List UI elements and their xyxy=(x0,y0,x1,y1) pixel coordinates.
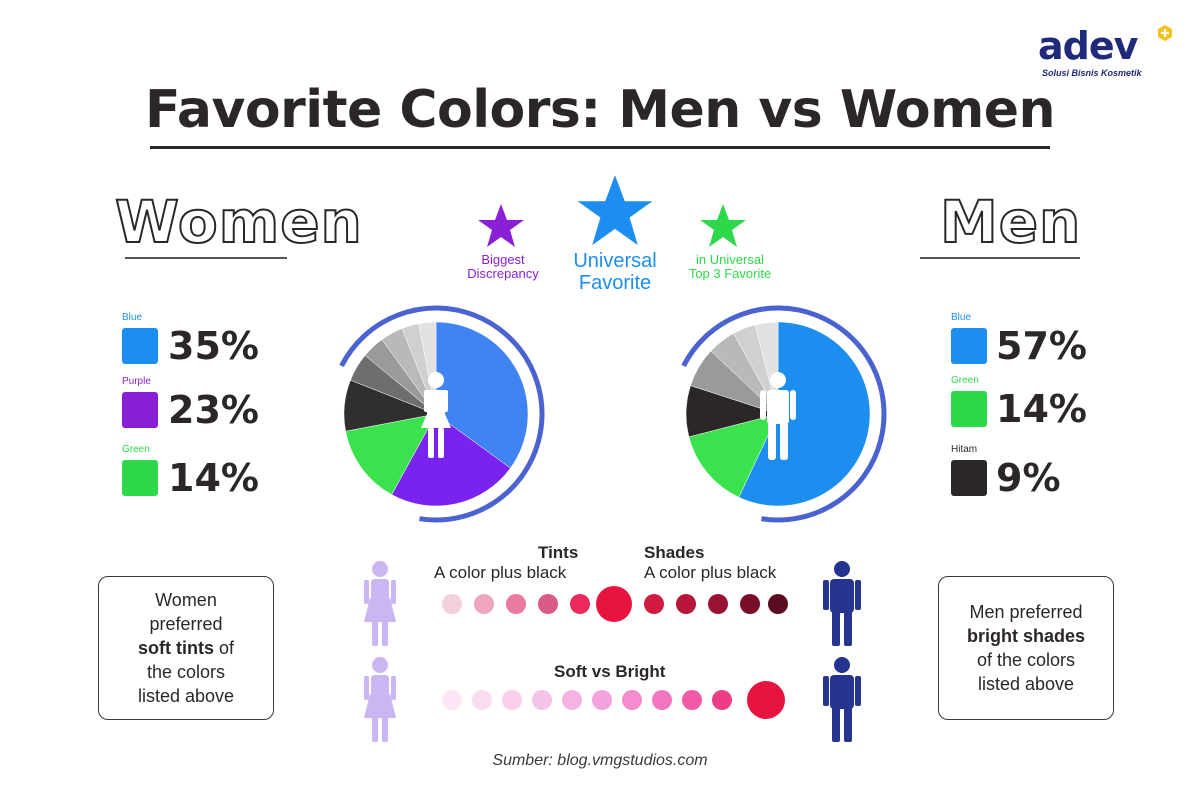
women-legend-green-pct: 14% xyxy=(168,456,259,500)
logo-brand: adev xyxy=(1038,24,1138,68)
women-box-bold: soft tints xyxy=(137,638,214,658)
tint-dot xyxy=(442,594,462,614)
soft-dot xyxy=(592,690,612,710)
pie-slice-green xyxy=(688,413,779,498)
women-legend-green-swatch xyxy=(122,460,158,496)
soft-dot xyxy=(712,690,732,710)
pie-ring xyxy=(681,305,887,523)
men-legend-hitam-pct: 9% xyxy=(996,456,1061,500)
tints-subtext: A color plus black xyxy=(434,563,567,582)
tints-shades-dots xyxy=(442,586,788,622)
blue-star-label-line2: Favorite xyxy=(578,272,652,294)
source-credit: Sumber: blog.vmgstudios.com xyxy=(492,752,708,769)
tint-dot xyxy=(538,594,558,614)
green-star-icon xyxy=(700,204,746,247)
soft-dot xyxy=(472,690,492,710)
soft-dot xyxy=(502,690,522,710)
blue-star-label-line1: Universal xyxy=(573,250,657,272)
women-box-line2: preferred xyxy=(149,614,223,634)
woman-center-icon xyxy=(421,372,451,458)
blue-star-label: Universal Favorite xyxy=(555,250,675,294)
man-figure-icon xyxy=(823,657,861,742)
woman-figure-icon xyxy=(364,657,396,742)
green-star-label: in Universal Top 3 Favorite xyxy=(675,252,785,282)
purple-star-icon xyxy=(478,204,524,247)
men-legend-green-pct: 14% xyxy=(996,387,1087,431)
men-legend-hitam-name: Hitam xyxy=(951,444,978,455)
pie-slice-blue xyxy=(435,321,529,469)
women-box-line5: listed above xyxy=(137,686,235,706)
bright-dot xyxy=(747,681,785,719)
purple-star-label-line2: Discrepancy xyxy=(467,266,539,282)
men-legend-blue-pct: 57% xyxy=(996,324,1087,368)
men-heading-rule xyxy=(920,257,1080,259)
page-title: Favorite Colors: Men vs Women xyxy=(144,80,1056,140)
men-box-line1: Men preferred xyxy=(969,602,1083,622)
women-summary-box: Women preferred soft tints of the colors… xyxy=(98,576,274,720)
purple-star-label-line1: Biggest xyxy=(481,252,525,267)
women-legend-blue-name: Blue xyxy=(122,312,143,323)
women-legend-blue-swatch xyxy=(122,328,158,364)
man-figure-icon xyxy=(823,561,861,646)
shade-dot xyxy=(676,594,696,614)
title-underline xyxy=(150,146,1050,149)
women-box-line1: Women xyxy=(155,590,217,610)
tint-dot xyxy=(474,594,494,614)
men-box-line2: of the colors xyxy=(976,650,1076,670)
women-heading: Women xyxy=(114,187,363,257)
women-legend-blue-pct: 35% xyxy=(168,324,259,368)
soft-vs-bright-dots xyxy=(442,681,785,719)
base-color-dot xyxy=(596,586,632,622)
men-summary-box: Men preferred bright shades of the color… xyxy=(938,576,1114,720)
soft-dot xyxy=(622,690,642,710)
women-legend-purple-swatch xyxy=(122,392,158,428)
shades-heading: Shades xyxy=(644,543,705,562)
brand-logo: adev Solusi Bisnis Kosmetik xyxy=(1030,22,1180,82)
logo-plus-icon xyxy=(1158,25,1172,41)
soft-dot xyxy=(442,690,462,710)
soft-dot xyxy=(532,690,552,710)
men-box-bold: bright shades xyxy=(966,626,1086,646)
pie-slice-purple xyxy=(391,413,511,507)
tint-dot xyxy=(506,594,526,614)
men-box-line3: listed above xyxy=(977,674,1075,694)
green-star-label-line1: in Universal xyxy=(696,252,764,267)
purple-star-label: Biggest Discrepancy xyxy=(448,252,558,282)
men-legend-blue-swatch xyxy=(951,328,987,364)
men-legend-hitam-swatch xyxy=(951,460,987,496)
tint-dot xyxy=(570,594,590,614)
pie-slice-green xyxy=(345,413,437,495)
logo-tagline: Solusi Bisnis Kosmetik xyxy=(1042,68,1142,78)
men-heading: Men xyxy=(939,187,1082,257)
women-heading-rule xyxy=(125,257,287,259)
soft-vs-bright-heading: Soft vs Bright xyxy=(554,662,666,681)
shades-subtext: A color plus black xyxy=(644,563,777,582)
man-center-icon xyxy=(760,372,796,460)
soft-dot xyxy=(562,690,582,710)
women-legend-purple-pct: 23% xyxy=(168,388,259,432)
soft-dot xyxy=(682,690,702,710)
shade-dot xyxy=(644,594,664,614)
men-legend-blue-name: Blue xyxy=(951,312,972,323)
soft-dot xyxy=(652,690,672,710)
women-legend-purple-name: Purple xyxy=(122,376,151,387)
women-box-line4: the colors xyxy=(146,662,226,682)
shade-dot xyxy=(740,594,760,614)
woman-figure-icon xyxy=(364,561,396,646)
men-legend-green-swatch xyxy=(951,391,987,427)
women-box-line3: of xyxy=(213,638,234,658)
green-star-label-line2: Top 3 Favorite xyxy=(688,266,772,282)
women-legend-green-name: Green xyxy=(122,444,150,455)
tints-heading: Tints xyxy=(538,543,579,562)
blue-star-icon xyxy=(577,175,653,246)
pie-ring xyxy=(339,305,545,523)
shade-dot xyxy=(708,594,728,614)
men-legend-green-name: Green xyxy=(951,375,979,386)
shade-dot xyxy=(768,594,788,614)
